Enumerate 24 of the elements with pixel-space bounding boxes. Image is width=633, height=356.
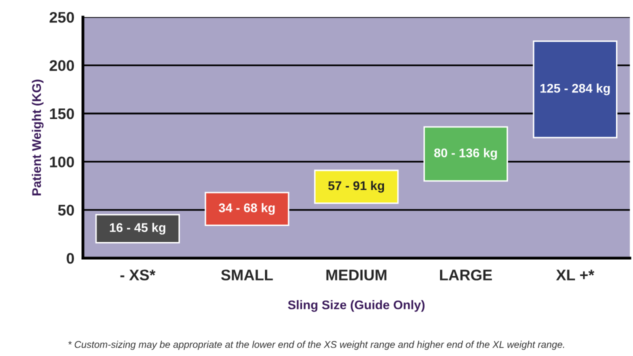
x-tick-label: MEDIUM (326, 270, 386, 280)
x-tick-label: XL +* (556, 270, 594, 280)
annotation: 16 - 45 kg (110, 222, 166, 235)
x-tick-label: SMALL (221, 270, 273, 280)
x-tick-label: LARGE (440, 270, 492, 280)
x-tick-label: - XS* (120, 270, 156, 280)
bar (95, 214, 180, 244)
bar (204, 192, 290, 226)
annotation: 125 - 284 kg (540, 84, 610, 96)
x-axis-title: Sling Size (Guide Only) (288, 300, 425, 312)
bar (424, 126, 508, 182)
y-tick-label: 100 (50, 156, 74, 168)
bar (532, 40, 618, 138)
annotation: 34 - 68 kg (218, 203, 275, 215)
y-axis-title: Patient Weight (KG) (32, 80, 44, 196)
y-tick-label: 150 (50, 108, 74, 120)
bar (314, 170, 399, 204)
y-tick-label: 250 (50, 12, 74, 23)
y-tick-label: 0 (66, 252, 74, 264)
y-tick-label: 50 (58, 204, 74, 216)
annotation: 80 - 136 kg (434, 148, 497, 160)
annotation: 57 - 91 kg (328, 180, 384, 193)
text: * Custom-sizing may be appropriate at the lower end of the XS weight range and higher end of the XL weight range. (68, 340, 564, 350)
y-tick-label: 200 (50, 60, 74, 71)
